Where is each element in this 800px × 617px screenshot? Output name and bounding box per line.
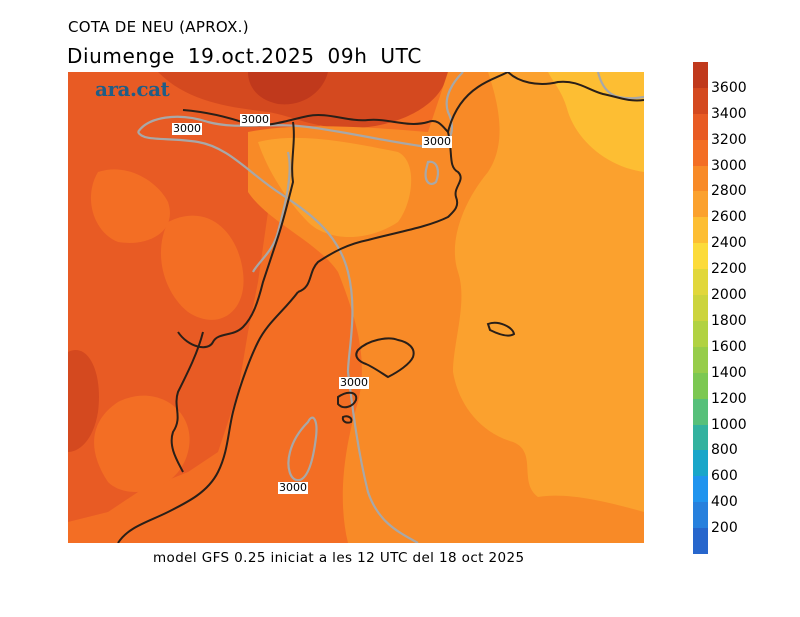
field-2600-east bbox=[453, 72, 644, 512]
field-3400-north-core bbox=[248, 72, 328, 105]
colorbar-swatch bbox=[693, 476, 708, 503]
field-3400-west bbox=[68, 350, 99, 452]
coastline bbox=[170, 331, 204, 473]
colorbar-swatch bbox=[693, 217, 708, 244]
colorbar-tick-label: 2000 bbox=[711, 287, 747, 304]
border-line bbox=[447, 72, 509, 133]
colorbar-swatch bbox=[693, 528, 708, 555]
colorbar-tick-label: 3200 bbox=[711, 131, 747, 148]
contour-line bbox=[424, 160, 439, 186]
colorbar-tick-label: 2600 bbox=[711, 209, 747, 226]
border-line bbox=[177, 121, 295, 349]
contour-label: 3000 bbox=[240, 113, 270, 126]
ara-cat-logo: ara.cat bbox=[95, 77, 170, 101]
field-2600-central bbox=[258, 137, 412, 237]
contour-line bbox=[137, 72, 464, 149]
colorbar-tick-label: 2200 bbox=[711, 261, 747, 278]
colorbar-tick-label: 2800 bbox=[711, 183, 747, 200]
field-3000-southwest bbox=[94, 395, 190, 492]
colorbar-tick-label: 3000 bbox=[711, 157, 747, 174]
field-3000-west-patch2 bbox=[160, 215, 244, 320]
colorbar-tick-label: 1600 bbox=[711, 338, 747, 355]
border-line bbox=[507, 72, 644, 102]
colorbar-swatch bbox=[693, 62, 708, 89]
map-title: COTA DE NEU (APROX.) bbox=[68, 18, 249, 36]
island-formentera bbox=[341, 415, 353, 424]
colorbar-tick-label: 1800 bbox=[711, 312, 747, 329]
colorbar-swatch bbox=[693, 295, 708, 322]
colorbar-swatch bbox=[693, 450, 708, 477]
contour-label: 3000 bbox=[339, 376, 369, 389]
colorbar-swatch bbox=[693, 113, 708, 141]
colorbar-tick-label: 200 bbox=[711, 520, 738, 537]
colorbar-swatch bbox=[693, 424, 708, 451]
contour-line bbox=[137, 131, 419, 543]
island-ibiza bbox=[337, 391, 358, 409]
colorbar-swatch bbox=[693, 243, 708, 270]
colorbar-tick-label: 2400 bbox=[711, 235, 747, 252]
coastline bbox=[117, 291, 299, 543]
colorbar-swatch bbox=[693, 372, 708, 400]
contour-label: 3000 bbox=[278, 481, 308, 494]
map-subtitle-date: Diumenge 19.oct.2025 09h UTC bbox=[67, 44, 422, 68]
colorbar-tick-label: 1000 bbox=[711, 416, 747, 433]
colorbar-swatch bbox=[693, 269, 708, 296]
contour-line bbox=[596, 72, 644, 100]
colorbar-swatch bbox=[693, 320, 708, 348]
snow-level-map bbox=[68, 72, 644, 543]
colorbar-tick-label: 600 bbox=[711, 468, 738, 485]
border-line bbox=[182, 109, 449, 133]
colorbar-tick-label: 800 bbox=[711, 442, 738, 459]
coastlines-borders bbox=[117, 72, 644, 543]
island-menorca bbox=[486, 321, 516, 337]
colorbar-tick-label: 400 bbox=[711, 494, 738, 511]
colorbar-tick-label: 1200 bbox=[711, 390, 747, 407]
colorbar-swatch bbox=[693, 191, 708, 218]
colorbar-swatch bbox=[693, 398, 708, 426]
colorbar-swatch bbox=[693, 165, 708, 192]
contour-line bbox=[287, 416, 318, 482]
colorbar-swatch bbox=[693, 139, 708, 167]
colorbar-tick-label: 1400 bbox=[711, 364, 747, 381]
colorbar-swatch bbox=[693, 502, 708, 529]
contour-label: 3000 bbox=[422, 135, 452, 148]
colorbar-legend bbox=[693, 62, 708, 555]
coastline bbox=[297, 131, 462, 293]
model-info-footer: model GFS 0.25 iniciat a les 12 UTC del … bbox=[153, 550, 525, 566]
island-mallorca bbox=[355, 337, 415, 379]
field-3000-west-patch bbox=[90, 169, 170, 243]
colorbar-swatch bbox=[693, 346, 708, 374]
contour-line bbox=[252, 151, 291, 273]
contour-lines-3000 bbox=[137, 72, 644, 543]
colorbar-tick-label: 3600 bbox=[711, 79, 747, 96]
contour-label: 3000 bbox=[172, 122, 202, 135]
colorbar-tick-label: 3400 bbox=[711, 105, 747, 122]
colorbar-swatch bbox=[693, 87, 708, 115]
